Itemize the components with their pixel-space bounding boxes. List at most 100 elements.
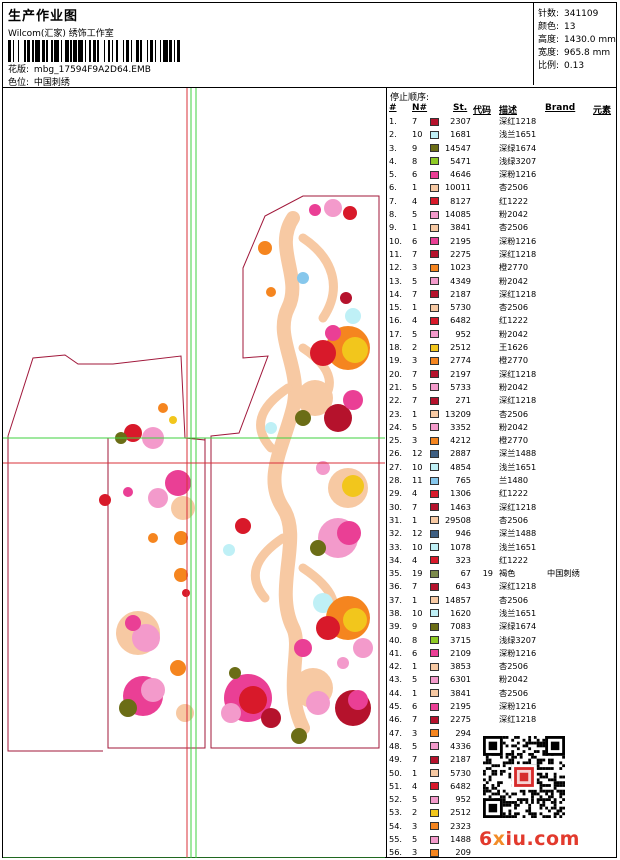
barcode-bar: [12, 40, 15, 62]
barcode-bar: [76, 40, 79, 62]
qr-code: [483, 736, 565, 818]
row-needle: 2: [412, 807, 418, 818]
row-description: 粉2042: [499, 421, 529, 432]
color-swatch: [430, 662, 439, 671]
barcode-bar: [113, 40, 117, 62]
row-stitches: 2512: [450, 342, 471, 353]
barcode-bar: [92, 40, 96, 62]
row-index: 1.: [389, 116, 397, 126]
row-needle: 4: [412, 780, 418, 791]
color-swatch: [430, 170, 439, 179]
row-stitches: 2323: [450, 820, 471, 831]
row-stitches: 6482: [450, 780, 471, 791]
row-description: 杏2506: [499, 594, 529, 605]
row-needle: 1: [412, 661, 418, 672]
color-swatch: [430, 223, 439, 232]
row-description: 粉2042: [499, 328, 529, 339]
row-needle: 5: [412, 209, 418, 220]
table-row: 27. 10 4854 浅兰1651: [387, 461, 617, 474]
row-stitches: 3841: [450, 687, 471, 698]
color-swatch: [430, 689, 439, 698]
row-index: 18.: [389, 342, 403, 353]
barcode-bar: [65, 40, 69, 62]
header-left: 生产作业图 Wilcom(汇家) 绣饰工作室 花版: mbg_17594F9A2…: [4, 4, 532, 88]
row-index: 45.: [389, 701, 403, 712]
table-row: 56. 3 209: [387, 846, 617, 858]
barcode-bar: [146, 40, 149, 62]
row-description: 浅兰1651: [499, 541, 537, 552]
row-stitches: 10011: [444, 182, 471, 193]
row-stitches: 7083: [450, 621, 471, 632]
row-stitches: 1463: [450, 501, 471, 512]
barcode-bar: [141, 40, 147, 62]
color-swatch: [430, 569, 439, 578]
barcode: [8, 40, 238, 62]
color-swatch: [430, 237, 439, 246]
row-needle: 10: [412, 461, 423, 472]
row-description: 红1222: [499, 488, 529, 499]
table-row: 1. 7 2307 深红1218: [387, 115, 617, 128]
color-swatch: [430, 476, 439, 485]
color-label: 色位:: [8, 78, 30, 88]
table-row: 11. 7 2275 深红1218: [387, 248, 617, 261]
barcode-bar: [173, 40, 176, 62]
color-swatch: [430, 210, 439, 219]
row-stitches: 3853: [450, 661, 471, 672]
design-label: 花版:: [8, 65, 30, 75]
row-needle: 7: [412, 581, 418, 592]
page-title: 生产作业图: [8, 9, 79, 24]
row-description: 浅绿3207: [499, 155, 537, 166]
table-row: 50. 1 5730: [387, 767, 617, 780]
table-row: 44. 1 3841 杏2506: [387, 687, 617, 700]
barcode-bar: [140, 40, 142, 62]
row-description: 橙2770: [499, 355, 529, 366]
barcode-bar: [73, 40, 77, 62]
row-index: 24.: [389, 421, 403, 432]
color-swatch: [430, 516, 439, 525]
row-stitches: 209: [455, 847, 471, 858]
table-row: 12. 3 1023 橙2770: [387, 261, 617, 274]
barcode-bar: [19, 40, 24, 62]
row-index: 37.: [389, 594, 403, 605]
row-description: 杏2506: [499, 687, 529, 698]
row-index: 55.: [389, 834, 403, 845]
row-needle: 12: [412, 528, 423, 539]
barcode-bar: [153, 40, 155, 62]
barcode-bar: [169, 40, 173, 62]
barcode-bar: [156, 40, 160, 62]
barcode-bar: [84, 40, 87, 62]
barcode-bar: [110, 40, 112, 62]
barcode-bar: [97, 40, 99, 62]
left-panel-outline: [7, 354, 206, 749]
color-swatch: [430, 582, 439, 591]
row-description: 深兰1488: [499, 528, 537, 539]
color-swatch: [430, 742, 439, 751]
row-stitches: 271: [455, 395, 471, 406]
row-needle: 12: [412, 448, 423, 459]
barcode-bar: [54, 40, 60, 62]
color-swatch: [430, 436, 439, 445]
table-row: 43. 5 6301 粉2042: [387, 673, 617, 686]
barcode-bar: [51, 40, 53, 62]
table-row: 24. 5 3352 粉2042: [387, 421, 617, 434]
row-needle: 5: [412, 834, 418, 845]
row-index: 56.: [389, 847, 403, 858]
row-needle: 3: [412, 435, 418, 446]
barcode-bar: [35, 40, 40, 62]
barcode-bar: [98, 40, 104, 62]
row-needle: 6: [412, 701, 418, 712]
row-description: 兰1480: [499, 475, 529, 486]
table-row: 9. 1 3841 杏2506: [387, 221, 617, 234]
row-needle: 1: [412, 767, 418, 778]
row-index: 50.: [389, 767, 403, 778]
table-row: 29. 4 1306 红1222: [387, 487, 617, 500]
row-stitches: 2195: [450, 701, 471, 712]
row-index: 46.: [389, 714, 403, 725]
right-floral-motif: [221, 199, 373, 744]
table-row: 54. 3 2323: [387, 820, 617, 833]
row-index: 52.: [389, 794, 403, 805]
color-value: 中国刺绣: [33, 78, 70, 88]
color-swatch: [430, 303, 439, 312]
row-index: 34.: [389, 554, 403, 565]
stat-colors: 颜色: 13: [538, 22, 576, 32]
